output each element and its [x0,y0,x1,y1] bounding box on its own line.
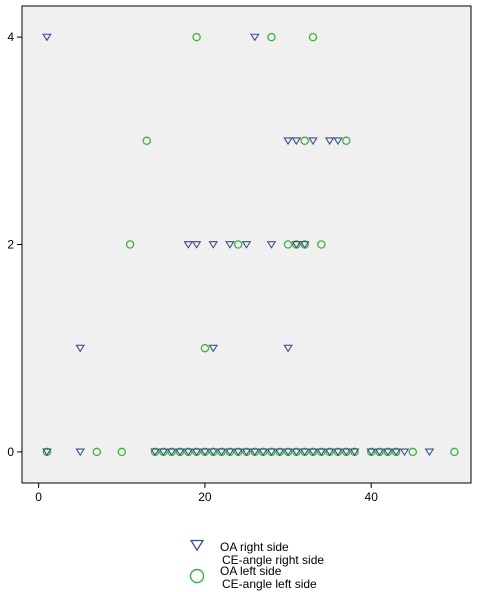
data-point-left-side [342,136,351,146]
data-point-left-side [308,32,318,42]
data-point-right-side [349,448,360,457]
data-point-right-side [366,448,377,457]
data-point-right-side [324,137,335,146]
data-point-left-side [192,32,201,42]
data-point-left-side [300,136,309,146]
data-point-right-side [274,448,285,457]
data-point-right-side [233,448,243,457]
data-point-right-side [75,448,85,457]
data-point-right-side [166,448,177,457]
data-point-right-side [175,448,185,457]
data-point-left-side [408,447,418,457]
data-point-right-side [283,137,293,146]
data-point-right-side [291,241,302,249]
legend-label-right-line2: CE-angle right side [222,553,324,567]
data-point-right-side [216,448,227,457]
data-point-right-side [241,448,252,457]
data-point-right-side [208,448,219,457]
data-point-right-side [308,137,318,146]
data-point-right-side [283,344,293,353]
data-point-right-side [150,448,160,457]
data-point-right-side [299,241,310,249]
legend-symbol-triangle [189,539,205,552]
data-point-left-side [142,136,151,146]
axis-ticks: 0 20 40 0 2 4 [7,30,378,504]
data-point-right-side [158,448,169,457]
data-point-right-side [241,241,252,249]
data-point-right-side [225,448,235,457]
data-point-right-side [299,448,310,457]
data-point-right-side [200,448,210,457]
data-point-right-side [191,448,202,457]
data-point-right-side [291,137,302,146]
legend-item-left-side: OA left side CE-angle left side [189,564,317,591]
data-point-right-side [399,448,410,457]
data-point-right-side [383,448,393,457]
y-tick-label: 2 [7,238,14,252]
data-point-right-side [308,448,318,457]
data-point-right-side [75,344,85,353]
data-point-left-side [283,240,293,249]
data-point-left-side [117,447,127,457]
data-point-right-side [324,448,335,457]
legend-item-right-side: OA right side CE-angle right side [189,539,324,567]
data-point-left-side [200,343,210,353]
data-point-right-side [183,448,194,457]
data-point-right-side [291,448,302,457]
data-point-left-side [450,447,459,457]
x-tick-label: 40 [365,490,379,504]
data-point-right-side [266,448,277,457]
data-point-right-side [316,448,327,457]
y-tick-label: 4 [7,30,14,44]
data-point-right-side [225,241,235,249]
data-point-right-side [250,33,260,42]
data-point-right-side [208,241,219,249]
data-point-right-side [283,448,293,457]
data-point-right-side [266,241,277,249]
data-point-right-side [333,137,343,146]
data-point-right-side [333,448,343,457]
data-point-right-side [374,448,385,457]
y-tick-label: 0 [7,445,14,459]
data-point-right-side [42,33,52,42]
legend: OA right side CE-angle right side OA lef… [189,539,324,591]
data-points [42,32,459,457]
data-point-right-side [42,448,52,457]
legend-label-left-line2: CE-angle left side [222,577,317,591]
plot-area [21,5,472,484]
x-tick-label: 20 [198,490,212,504]
legend-symbol-circle [189,568,205,584]
data-point-right-side [341,448,352,457]
data-point-right-side [208,344,219,353]
data-point-right-side [258,448,268,457]
data-point-left-side [92,447,102,457]
legend-label-right-line1: OA right side [220,540,289,554]
data-point-left-side [125,240,135,249]
data-point-right-side [391,448,401,457]
data-point-left-side [233,240,243,249]
data-point-left-side [267,32,276,42]
x-tick-label: 0 [35,490,42,504]
data-point-right-side [191,241,202,249]
data-point-left-side [317,240,326,249]
data-point-right-side [183,241,194,249]
data-point-right-side [424,448,435,457]
data-point-right-side [250,448,260,457]
legend-label-left-line1: OA left side [220,564,282,578]
